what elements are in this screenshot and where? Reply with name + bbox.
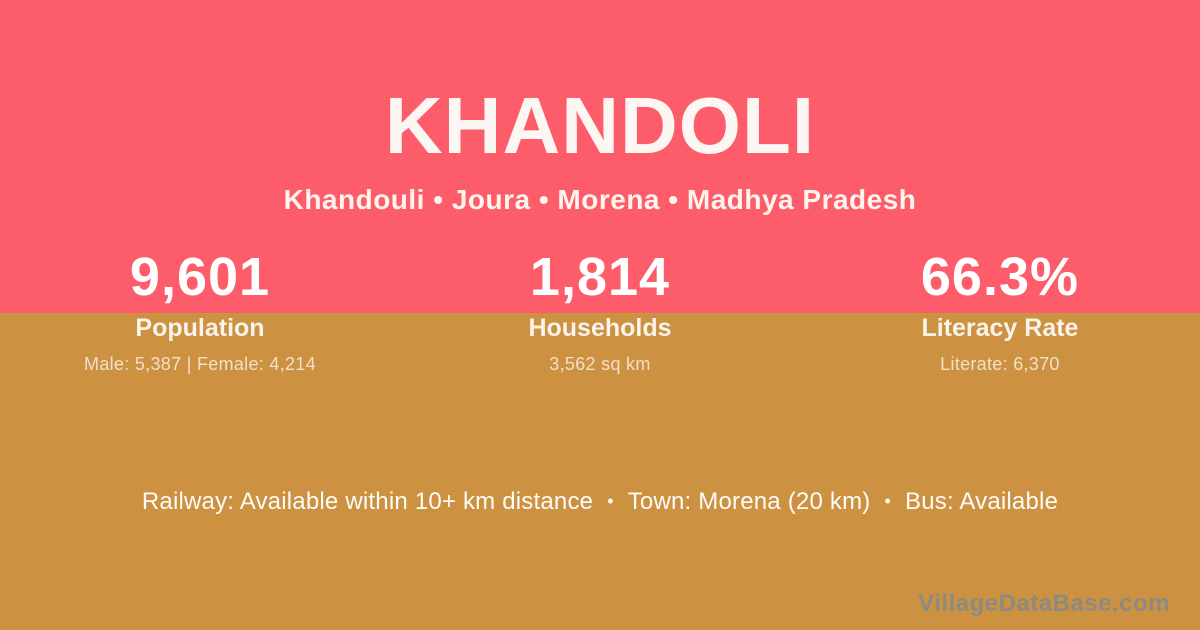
details-band <box>0 313 1200 630</box>
railway-info: Railway: Available within 10+ km distanc… <box>141 488 594 515</box>
amenities-info: Railway: Available within 10+ km distanc… <box>0 486 1200 517</box>
stat-population: 9,601 Population Male: 5,387 | Female: 4… <box>0 248 400 375</box>
bus-info: Bus: Available <box>904 488 1059 515</box>
literacy-value: 66.3% <box>920 247 1080 307</box>
population-label: Population <box>135 314 265 342</box>
households-label: Households <box>528 314 672 342</box>
watermark-brand: VillageDataBase.com <box>918 590 1170 617</box>
header-band <box>0 0 1200 313</box>
stats-row: 9,601 Population Male: 5,387 | Female: 4… <box>0 248 1200 375</box>
population-value: 9,601 <box>129 247 271 307</box>
town-info: Town: Morena (20 km) <box>627 488 871 515</box>
page-title: KHANDOLI <box>384 81 816 170</box>
bullet-separator: • <box>607 491 614 511</box>
population-detail: Male: 5,387 | Female: 4,214 <box>84 354 316 374</box>
literacy-label: Literacy Rate <box>921 314 1079 342</box>
literacy-detail: Literate: 6,370 <box>940 354 1060 374</box>
stat-literacy: 66.3% Literacy Rate Literate: 6,370 <box>800 248 1200 375</box>
breadcrumb: Khandouli • Joura • Morena • Madhya Prad… <box>283 184 917 215</box>
bullet-separator: • <box>884 491 891 511</box>
households-value: 1,814 <box>529 247 671 307</box>
stat-households: 1,814 Households 3,562 sq km <box>400 248 800 375</box>
households-detail: 3,562 sq km <box>549 354 651 374</box>
